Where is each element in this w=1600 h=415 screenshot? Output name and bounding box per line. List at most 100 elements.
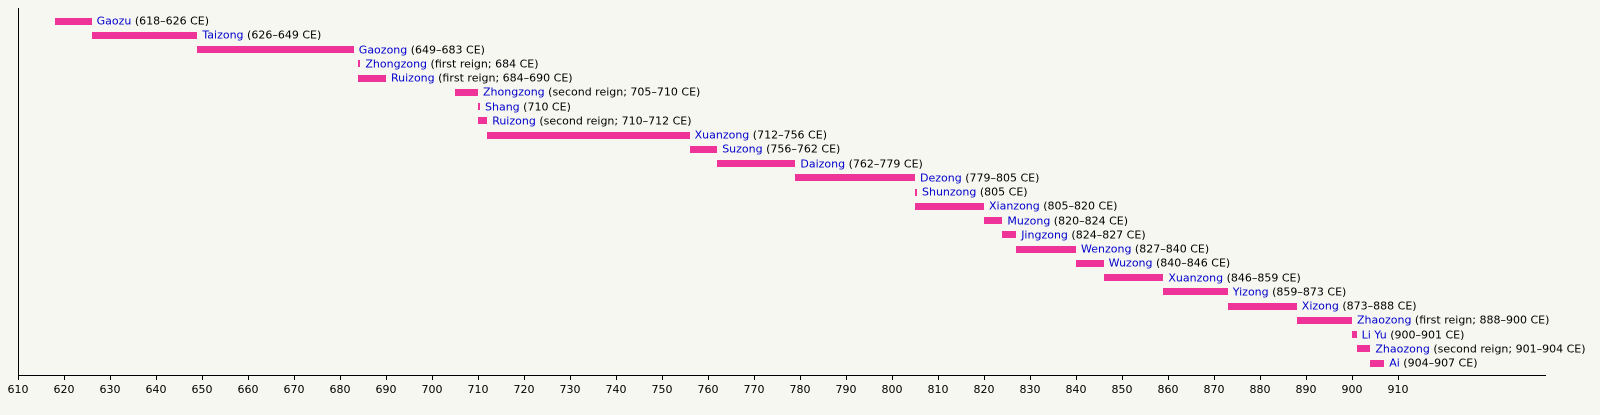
reign-bar — [197, 46, 354, 53]
reign-bar — [915, 188, 917, 196]
x-axis-tick-label: 710 — [467, 383, 489, 396]
reign-label: Muzong (820–824 CE) — [1007, 214, 1128, 227]
x-axis-tick — [340, 376, 341, 380]
x-axis-tick — [202, 376, 203, 380]
x-axis-tick — [524, 376, 525, 380]
x-axis-tick-label: 700 — [421, 383, 443, 396]
reign-bar — [689, 145, 718, 153]
reign-label: Xuanzong (846–859 CE) — [1168, 271, 1300, 284]
reign-dates: (618–626 CE) — [131, 14, 210, 28]
reign-label: Zhaozong (second reign; 901–904 CE) — [1375, 342, 1585, 355]
x-axis-tick — [754, 376, 755, 380]
x-axis-tick — [938, 376, 939, 380]
x-axis-tick-label: 870 — [1203, 383, 1225, 396]
emperor-name: Muzong — [1007, 214, 1051, 227]
x-axis-tick — [64, 376, 65, 380]
reign-dates: (840–846 CE) — [1152, 256, 1231, 270]
reign-label: Zhongzong (second reign; 705–710 CE) — [483, 86, 700, 99]
x-axis-tick-label: 730 — [559, 383, 581, 396]
reign-dates: (second reign; 901–904 CE) — [1429, 342, 1586, 356]
x-axis-tick — [1260, 376, 1261, 380]
reign-label: Zhaozong (first reign; 888–900 CE) — [1357, 314, 1549, 327]
reign-dates: (762–779 CE) — [845, 157, 923, 170]
reign-dates: (820–824 CE) — [1050, 214, 1129, 227]
x-axis-tick-label: 760 — [697, 383, 719, 396]
reign-dates: (805 CE) — [976, 185, 1028, 199]
emperor-name: Shang — [485, 100, 520, 113]
reign-dates: (824–827 CE) — [1067, 228, 1146, 242]
reign-dates: (827–840 CE) — [1131, 242, 1210, 256]
x-axis-tick-label: 820 — [973, 383, 995, 396]
x-axis-tick-label: 780 — [789, 383, 811, 396]
emperor-name: Yizong — [1232, 285, 1269, 299]
x-axis-tick — [708, 376, 709, 380]
x-axis-tick — [616, 376, 617, 380]
x-axis-tick-label: 830 — [1019, 383, 1041, 396]
reign-label: Gaozu (618–626 CE) — [97, 15, 209, 28]
reign-dates: (873–888 CE) — [1338, 299, 1417, 313]
reign-bar — [478, 103, 480, 110]
reign-dates: (first reign; 684 CE) — [427, 57, 539, 71]
x-axis-tick — [1168, 376, 1169, 380]
reign-label: Dezong (779–805 CE) — [920, 171, 1039, 184]
emperor-name: Li Yu — [1361, 328, 1387, 341]
x-axis-tick — [1352, 376, 1353, 380]
x-axis-tick-label: 770 — [743, 383, 765, 396]
reign-dates: (first reign; 888–900 CE) — [1411, 313, 1550, 327]
reign-dates: (756–762 CE) — [762, 142, 841, 156]
x-axis-tick-label: 910 — [1387, 383, 1409, 396]
emperor-name: Wenzong — [1081, 242, 1132, 256]
emperor-name: Zhongzong — [483, 85, 545, 99]
reign-bar — [1076, 259, 1104, 267]
reign-bar — [1163, 288, 1228, 296]
x-axis-line — [18, 375, 1546, 376]
emperor-name: Zhaozong — [1375, 342, 1430, 356]
reign-label: Ai (904–907 CE) — [1389, 357, 1477, 370]
x-axis-tick — [1398, 376, 1399, 380]
x-axis-tick-label: 680 — [329, 383, 351, 396]
emperor-name: Gaozong — [358, 43, 408, 56]
x-axis-tick-label: 650 — [191, 383, 213, 396]
x-axis-tick-label: 790 — [835, 383, 857, 396]
reign-dates: (900–901 CE) — [1386, 328, 1465, 341]
reign-label: Wuzong (840–846 CE) — [1109, 257, 1231, 270]
x-axis-tick-label: 740 — [605, 383, 627, 396]
reign-dates: (805–820 CE) — [1039, 199, 1118, 213]
reign-dates: (626–649 CE) — [243, 28, 322, 42]
x-axis-tick — [1214, 376, 1215, 380]
reign-label: Shunzong (805 CE) — [922, 186, 1028, 199]
x-axis-tick — [478, 376, 479, 380]
reign-label: Yizong (859–873 CE) — [1233, 285, 1347, 298]
reign-bar — [1356, 345, 1371, 353]
x-axis-tick — [432, 376, 433, 380]
emperor-name: Wuzong — [1108, 256, 1153, 270]
x-axis-tick-label: 850 — [1111, 383, 1133, 396]
emperor-name: Shunzong — [922, 185, 977, 199]
x-axis-tick-label: 660 — [237, 383, 259, 396]
reign-dates: (second reign; 705–710 CE) — [544, 85, 701, 99]
emperor-name: Jingzong — [1021, 228, 1068, 242]
x-axis-tick — [984, 376, 985, 380]
reign-label: Wenzong (827–840 CE) — [1081, 243, 1209, 256]
reign-label: Ruizong (second reign; 710–712 CE) — [492, 114, 691, 127]
x-axis-tick-label: 810 — [927, 383, 949, 396]
reign-bar — [915, 202, 984, 210]
y-axis-line — [18, 8, 19, 376]
reign-label: Taizong (626–649 CE) — [202, 29, 321, 42]
reign-bar — [1103, 274, 1164, 281]
x-axis-tick-label: 840 — [1065, 383, 1087, 396]
x-axis-tick — [1306, 376, 1307, 380]
reign-bar — [478, 117, 488, 125]
reign-dates: (710 CE) — [519, 100, 571, 113]
emperor-name: Zhongzong — [365, 57, 428, 71]
emperor-name: Dezong — [920, 171, 962, 185]
emperor-name: Xianzong — [989, 199, 1040, 213]
reign-bar — [1016, 245, 1076, 253]
x-axis-tick — [156, 376, 157, 380]
reign-dates: (649–683 CE) — [407, 43, 485, 56]
emperor-name: Zhaozong — [1357, 313, 1412, 327]
x-axis-tick-label: 620 — [53, 383, 75, 396]
x-axis-tick — [1122, 376, 1123, 380]
x-axis-tick-label: 720 — [513, 383, 535, 396]
